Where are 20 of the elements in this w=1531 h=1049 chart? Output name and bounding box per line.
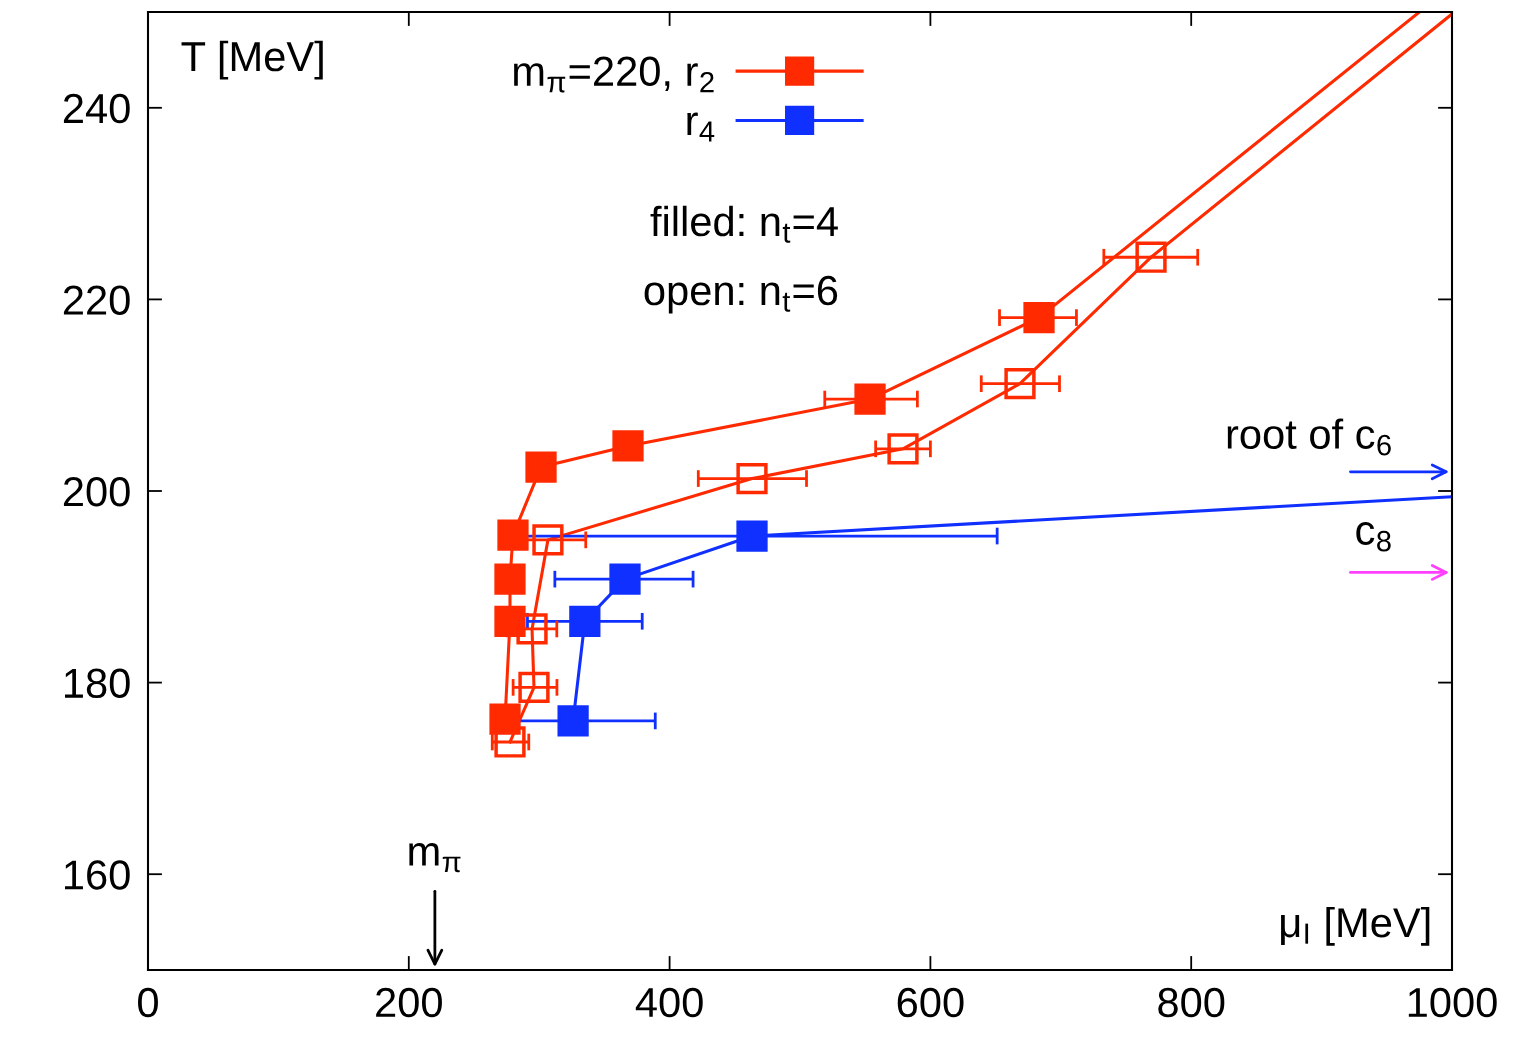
- x-tick-label: 200: [376, 987, 442, 1018]
- y-axis-title: T [MeV]: [181, 40, 323, 80]
- annotation: root of c$_{6}$: [1227, 418, 1391, 456]
- x-tick-label: 800: [1158, 987, 1225, 1018]
- y-tick-label: 240: [63, 93, 130, 124]
- annotation: open: n$_{t}$=6: [644, 275, 838, 314]
- legend-label: m$_{π}$=220, r$_{2}$: [514, 56, 714, 93]
- annotation: m$_{π}$: [409, 843, 461, 873]
- y-tick-label: 180: [65, 668, 130, 699]
- annotation: filled: n$_{t}$=4: [650, 205, 838, 243]
- y-tick-label: 220: [63, 285, 130, 315]
- x-tick-label: 600: [897, 987, 964, 1018]
- x-tick-label: 1000: [1408, 987, 1497, 1018]
- legend-label: r$_{4}$: [687, 112, 715, 142]
- y-tick-label: 200: [63, 477, 130, 507]
- x-tick-label: 400: [635, 987, 703, 1018]
- y-tick-label: 160: [65, 860, 130, 890]
- annotation: c$_{8}$: [1356, 522, 1391, 552]
- x-tick-label: 0: [138, 987, 158, 1018]
- x-axis-title: μ$_{I}$ [MeV]: [1281, 906, 1430, 946]
